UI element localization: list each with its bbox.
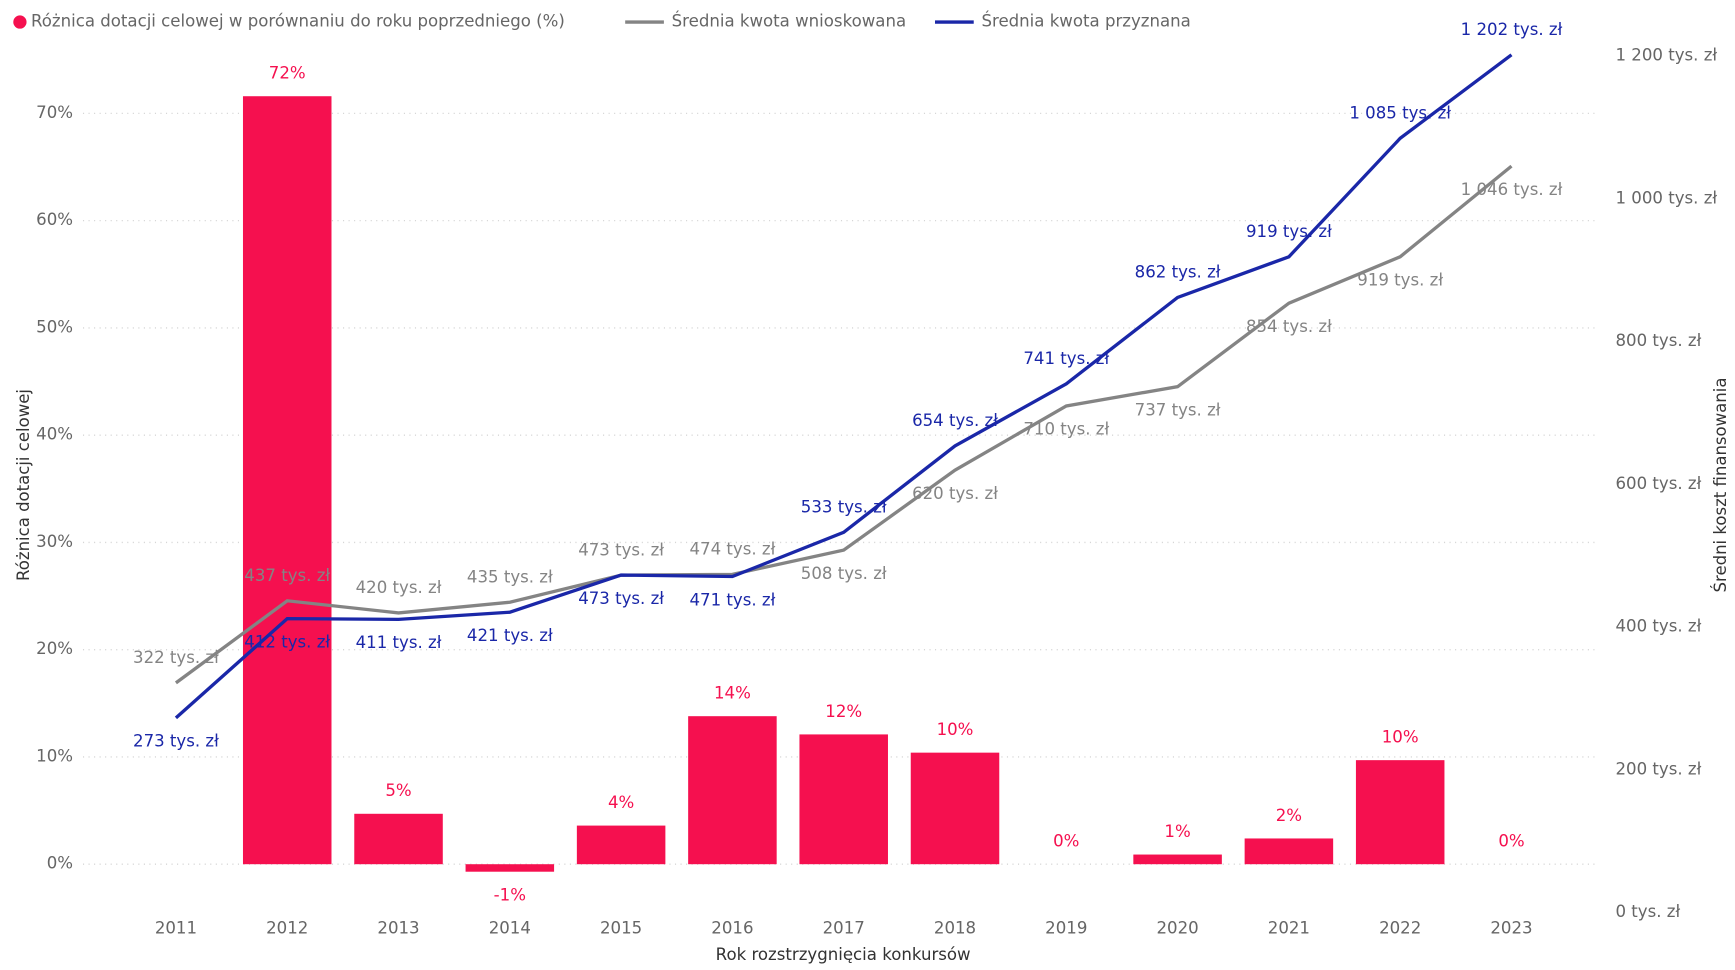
bar <box>1355 760 1445 865</box>
data-label: 862 tys. zł <box>1135 263 1221 282</box>
bar-label: 5% <box>385 781 411 800</box>
data-label: 471 tys. zł <box>690 590 776 609</box>
data-label: 437 tys. zł <box>244 566 330 585</box>
bar <box>354 813 443 865</box>
bar-label: -1% <box>494 885 526 904</box>
x-tick-label: 2019 <box>1045 919 1087 938</box>
bar-label: 1% <box>1164 822 1190 841</box>
y-tick-label: 20% <box>36 639 73 658</box>
legend-label[interactable]: Różnica dotacji celowej w porównaniu do … <box>31 12 565 31</box>
bar-label: 0% <box>1053 832 1079 851</box>
x-tick-label: 2014 <box>489 919 531 938</box>
y-tick-label: 60% <box>36 210 73 229</box>
legend-label[interactable]: Średnia kwota wnioskowana <box>672 12 906 31</box>
data-label: 273 tys. zł <box>133 732 219 751</box>
x-tick-label: 2015 <box>600 919 642 938</box>
data-label: 654 tys. zł <box>912 411 998 430</box>
x-axis-title: Rok rozstrzygnięcia konkursów <box>716 945 971 964</box>
y-tick-label: 40% <box>36 425 73 444</box>
y2-axis-title: Średni koszt finansowania <box>1711 378 1730 593</box>
bar <box>1133 854 1222 865</box>
x-tick-label: 2022 <box>1379 919 1421 938</box>
data-label: 421 tys. zł <box>467 626 553 645</box>
data-label: 710 tys. zł <box>1023 420 1109 439</box>
y-tick-label: 50% <box>36 317 73 336</box>
y-tick-label: 0% <box>47 854 73 873</box>
bar <box>1244 838 1334 865</box>
bar <box>576 825 666 865</box>
x-tick-label: 2021 <box>1268 919 1310 938</box>
y-tick-label: 30% <box>36 532 73 551</box>
x-tick-label: 2013 <box>377 919 419 938</box>
x-tick-label: 2020 <box>1156 919 1198 938</box>
data-label: 919 tys. zł <box>1357 271 1443 290</box>
x-tick-label: 2018 <box>934 919 976 938</box>
data-label: 620 tys. zł <box>912 484 998 503</box>
y2-tick-label: 0 tys. zł <box>1615 902 1680 921</box>
y2-tick-label: 200 tys. zł <box>1615 759 1701 778</box>
y-tick-label: 70% <box>36 103 73 122</box>
data-label: 473 tys. zł <box>578 589 664 608</box>
x-tick-label: 2012 <box>266 919 308 938</box>
bar-label: 10% <box>937 720 974 739</box>
y2-tick-label: 400 tys. zł <box>1615 617 1701 636</box>
y2-tick-label: 1 200 tys. zł <box>1615 46 1717 65</box>
data-label: 411 tys. zł <box>356 633 442 652</box>
y2-tick-label: 800 tys. zł <box>1615 331 1701 350</box>
data-label: 1 046 tys. zł <box>1461 180 1563 199</box>
data-label: 919 tys. zł <box>1246 222 1332 241</box>
bar <box>688 716 777 865</box>
bar-label: 14% <box>714 684 751 703</box>
y2-tick-label: 600 tys. zł <box>1615 474 1701 493</box>
y-tick-label: 10% <box>36 746 73 765</box>
bar-label: 12% <box>825 702 862 721</box>
bar-label: 72% <box>269 64 306 83</box>
data-label: 508 tys. zł <box>801 564 887 583</box>
data-label: 533 tys. zł <box>801 498 887 517</box>
legend-swatch <box>13 15 27 29</box>
y-axis-title: Różnica dotacji celowej <box>14 389 33 581</box>
data-label: 412 tys. zł <box>244 632 330 651</box>
bar-label: 2% <box>1276 806 1302 825</box>
data-label: 420 tys. zł <box>356 578 442 597</box>
legend-label[interactable]: Średnia kwota przyznana <box>981 12 1190 31</box>
bar-label: 0% <box>1498 832 1524 851</box>
data-label: 435 tys. zł <box>467 567 553 586</box>
bar <box>910 752 1000 865</box>
x-tick-label: 2011 <box>155 919 197 938</box>
bar <box>242 96 332 865</box>
x-tick-label: 2016 <box>711 919 753 938</box>
data-label: 1 202 tys. zł <box>1461 20 1563 39</box>
data-label: 473 tys. zł <box>578 540 664 559</box>
y2-tick-label: 1 000 tys. zł <box>1615 188 1717 207</box>
data-label: 322 tys. zł <box>133 648 219 667</box>
x-tick-label: 2017 <box>823 919 865 938</box>
data-label: 1 085 tys. zł <box>1349 104 1451 123</box>
bar <box>465 864 555 872</box>
bar-label: 4% <box>608 793 634 812</box>
data-label: 737 tys. zł <box>1135 400 1221 419</box>
line <box>174 164 1513 685</box>
data-label: 854 tys. zł <box>1246 317 1332 336</box>
data-label: 474 tys. zł <box>690 540 776 559</box>
data-label: 741 tys. zł <box>1023 349 1109 368</box>
line <box>174 53 1513 720</box>
x-tick-label: 2023 <box>1490 919 1532 938</box>
bar-label: 10% <box>1382 728 1419 747</box>
bar <box>799 734 888 865</box>
